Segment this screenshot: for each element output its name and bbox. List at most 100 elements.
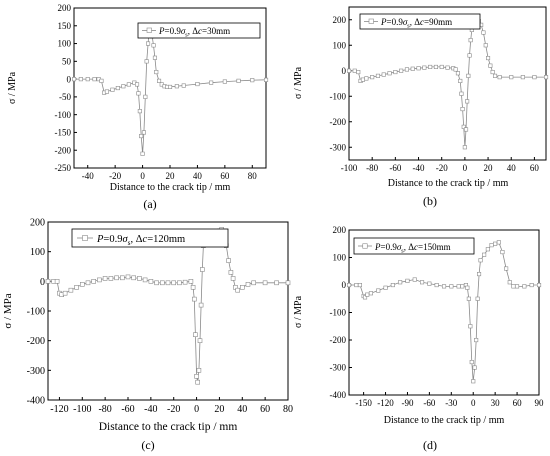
y-tick-label: 50 — [62, 56, 72, 66]
legend-box — [359, 13, 481, 30]
y-tick-label: -300 — [330, 142, 347, 152]
data-point — [497, 75, 502, 80]
y-tick-label: 100 — [333, 40, 347, 50]
x-tick-label: 0 — [194, 404, 199, 415]
data-point — [362, 295, 368, 300]
plot-frame — [348, 229, 540, 396]
data-point — [475, 296, 480, 301]
series-line — [349, 20, 546, 148]
x-tick-label: 20 — [166, 171, 176, 181]
data-point — [507, 280, 512, 285]
data-point — [356, 70, 361, 75]
data-point — [115, 86, 120, 91]
y-tick-label: -200 — [27, 336, 45, 347]
data-point — [532, 75, 537, 80]
x-tick-label: 80 — [248, 171, 258, 181]
legend: P=0.9σs, Δc=90mm — [359, 13, 481, 30]
data-point — [45, 278, 51, 284]
data-point — [222, 79, 227, 84]
x-tick-label: -30 — [445, 398, 457, 408]
data-point — [488, 63, 493, 68]
data-point — [80, 281, 85, 287]
data-point — [460, 107, 465, 112]
x-tick-label: 40 — [193, 171, 203, 181]
data-point — [468, 38, 473, 43]
data-point — [137, 276, 142, 281]
x-tick-label: 40 — [507, 163, 517, 173]
data-point — [140, 151, 145, 156]
data-point — [543, 75, 549, 80]
data-point — [445, 65, 450, 70]
data-point — [148, 278, 154, 284]
legend-box — [71, 228, 229, 248]
data-point — [404, 67, 410, 72]
data-point — [233, 284, 238, 290]
data-point — [226, 258, 231, 263]
data-point — [160, 280, 165, 286]
data-point — [509, 75, 514, 80]
data-point — [72, 77, 77, 82]
y-tick-label: -100 — [55, 110, 72, 120]
y-tick-label: 0 — [67, 74, 72, 84]
data-point — [91, 278, 96, 284]
data-point — [197, 338, 203, 344]
data-point — [360, 77, 366, 82]
data-point — [504, 266, 509, 271]
data-point — [181, 83, 186, 88]
data-point — [121, 84, 126, 89]
data-point — [399, 68, 404, 73]
x-tick-label: -120 — [50, 404, 68, 415]
data-point — [492, 73, 498, 78]
data-point — [376, 288, 381, 293]
data-point — [194, 373, 199, 379]
data-point — [154, 70, 159, 75]
legend-marker — [82, 235, 88, 241]
data-point — [412, 277, 417, 282]
chart-panel-c: -120 -100 -80 -60 -40 -20 0 20 40 60 80-400-300-20… — [2, 218, 293, 453]
data-point — [251, 280, 256, 286]
data-point — [190, 284, 196, 290]
plot-frame — [348, 6, 547, 161]
x-tick-label: -60 — [423, 398, 435, 408]
data-point — [449, 284, 454, 289]
data-point — [274, 280, 279, 286]
y-tick-label: 0 — [40, 277, 45, 288]
data-point — [461, 124, 466, 129]
data-point — [157, 78, 162, 83]
x-tick-label: 0 — [471, 398, 476, 408]
data-point — [536, 282, 542, 288]
x-tick-label: 40 — [237, 404, 247, 415]
data-point — [193, 332, 198, 338]
data-point — [514, 284, 520, 289]
data-point — [482, 252, 487, 257]
tick-group: -120 -100 -80 -60 -40 -20 0 20 40 60 80-400-300-20… — [27, 218, 293, 416]
data-point — [198, 302, 204, 308]
x-tick-label: 60 — [530, 163, 540, 173]
data-point — [463, 127, 469, 132]
x-tick-label: -20 — [436, 163, 448, 173]
chart-panel-d: -150 -120 -90 -60 -30 0 30 60 90-400-300-200-100… — [293, 225, 544, 452]
y-tick-label: 0 — [342, 280, 347, 290]
data-point — [472, 365, 477, 370]
x-tick-label: 60 — [513, 398, 523, 408]
legend-label: P=0.9σs, Δc=90mm — [380, 17, 452, 30]
data-point — [471, 379, 476, 384]
data-point — [137, 109, 142, 114]
data-point — [405, 278, 410, 283]
y-tick-label: -100 — [330, 91, 347, 101]
legend: P=0.9σs, Δc=30mm — [137, 22, 261, 39]
series-line — [74, 25, 267, 154]
panel-label: (a) — [143, 197, 156, 211]
data-point — [142, 277, 148, 283]
tick-group: -40 -20 0 20 40 60 80-250-200-150-100-50050100… — [55, 3, 258, 181]
y-tick-label: -400 — [27, 396, 45, 407]
legend-label: P=0.9σs, Δc=120mm — [96, 234, 185, 247]
x-tick-label: 0 — [463, 163, 468, 173]
data-point — [92, 77, 97, 82]
y-tick-label: -50 — [59, 92, 71, 102]
y-tick-label: 150 — [58, 21, 72, 31]
x-tick-label: 80 — [283, 404, 293, 415]
panel-label: (b) — [423, 194, 437, 208]
data-point — [188, 278, 194, 284]
data-point — [375, 73, 381, 78]
